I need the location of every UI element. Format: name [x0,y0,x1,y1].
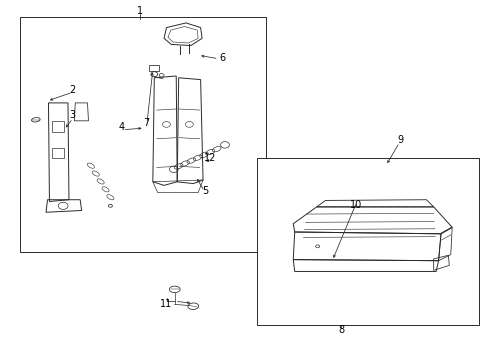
Text: 2: 2 [70,85,76,95]
Text: 11: 11 [160,299,172,309]
Text: 5: 5 [202,186,208,197]
Text: 3: 3 [70,111,76,121]
Text: 6: 6 [219,53,225,63]
Text: 8: 8 [337,325,344,335]
Text: 9: 9 [397,135,403,145]
Text: 4: 4 [118,122,124,132]
Text: 7: 7 [142,118,149,128]
Text: 10: 10 [349,200,361,210]
Bar [256,158,478,325]
Text: 12: 12 [204,153,216,163]
Bar [20,17,266,252]
Text: 1: 1 [136,6,142,16]
